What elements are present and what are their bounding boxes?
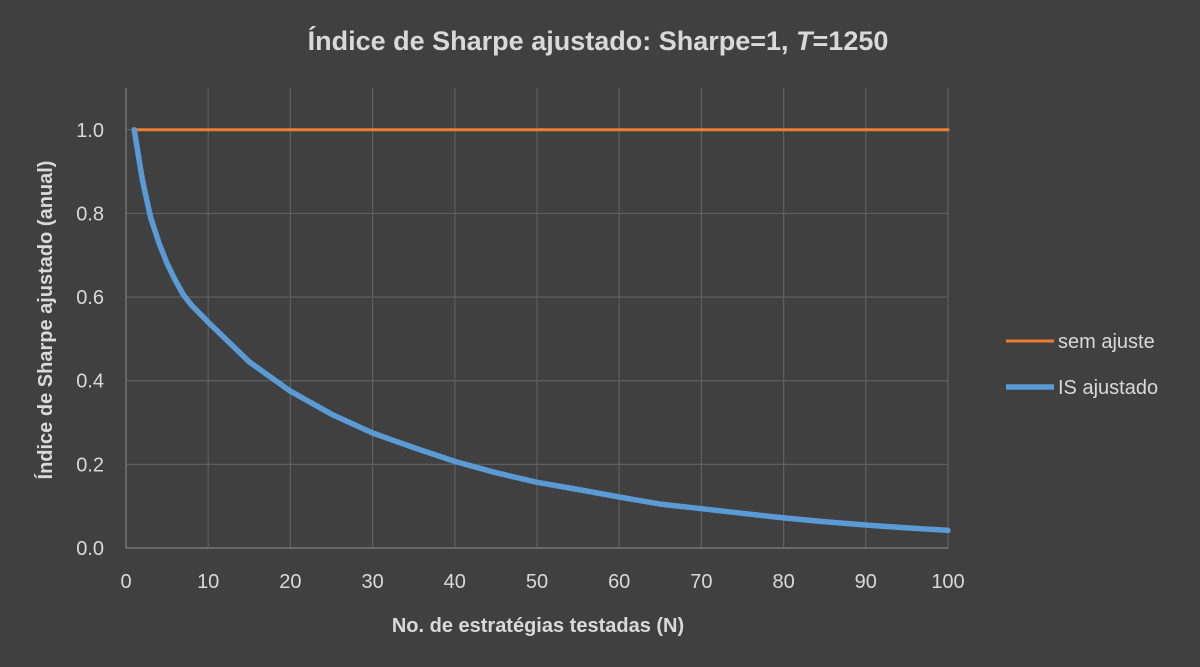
legend-label: sem ajuste [1058, 331, 1155, 353]
x-tick-label: 90 [855, 571, 877, 593]
chart-title-rest: =1250 [813, 26, 889, 56]
x-tick-label: 100 [931, 571, 964, 593]
y-tick-label: 1.0 [76, 120, 104, 142]
y-tick-label: 0.2 [76, 454, 104, 476]
y-tick-label: 0.0 [76, 538, 104, 560]
x-tick-label: 20 [279, 571, 301, 593]
x-tick-label: 30 [361, 571, 383, 593]
legend: sem ajuste IS ajustado [1006, 331, 1158, 399]
x-tick-label: 70 [690, 571, 712, 593]
x-tick-label: 50 [526, 571, 548, 593]
x-tick-label: 10 [197, 571, 219, 593]
x-axis-title: No. de estratégias testadas (N) [392, 615, 684, 637]
x-tick-label: 60 [608, 571, 630, 593]
y-tick-label: 0.8 [76, 203, 104, 225]
series-lines [131, 127, 951, 534]
y-tick-label: 0.4 [76, 371, 104, 393]
y-tick-label: 0.6 [76, 287, 104, 309]
axes [125, 88, 948, 549]
x-tick-label: 40 [444, 571, 466, 593]
tick-labels: 0 10 20 30 40 50 60 70 80 90 100 0.0 0.2 0.4 0.6 0.8 1.0 [76, 120, 965, 593]
chart-title-main: Índice de Sharpe ajustado: Sharpe=1, [308, 25, 796, 56]
series-line-is-ajustado [131, 127, 951, 534]
y-axis-title: Índice de Sharpe ajustado (anual) [34, 161, 57, 480]
chart-title-variable: T [796, 26, 815, 56]
gridlines [126, 88, 949, 548]
x-tick-label: 80 [772, 571, 794, 593]
legend-label: IS ajustado [1058, 377, 1158, 399]
chart-title: Índice de Sharpe ajustado: Sharpe=1, T=1… [308, 25, 889, 56]
x-tick-label: 0 [120, 571, 131, 593]
